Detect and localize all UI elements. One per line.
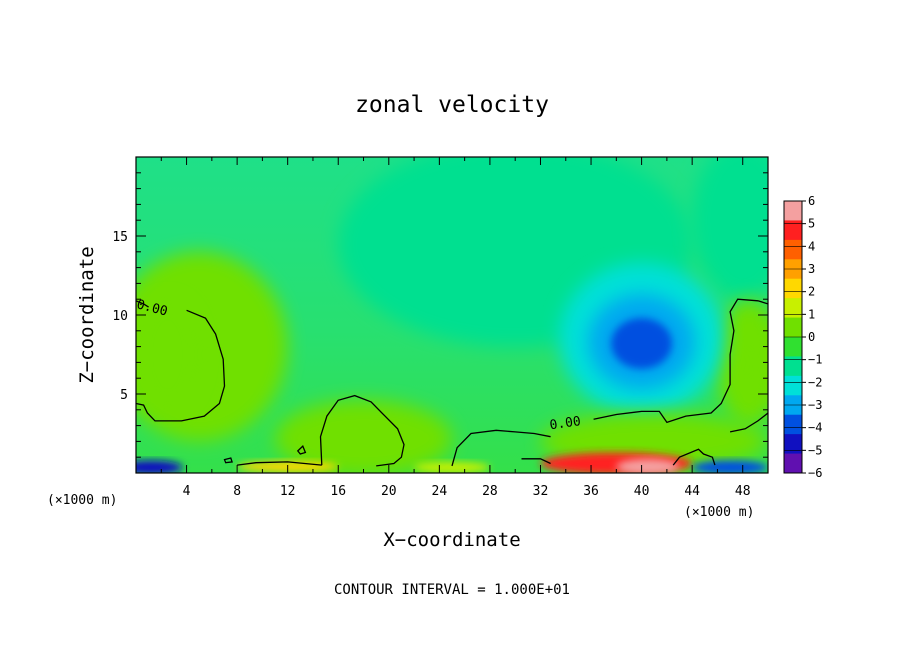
colorbar-swatch (784, 220, 802, 241)
contour-small-loop-b (223, 457, 233, 464)
colorbar-label: −2 (808, 375, 822, 389)
colorbar-swatch (784, 317, 802, 338)
contour-left-upper-tail (136, 300, 149, 308)
x-axis: 4 8 12 16 20 24 28 32 36 40 44 48 (160, 157, 751, 499)
plot-area (136, 157, 768, 473)
x-tick-label: 8 (233, 484, 241, 499)
field-surface-cold-left (136, 460, 183, 473)
colorbar-label: 3 (808, 262, 815, 276)
field-surface-cold-right (692, 460, 768, 473)
x-tick-label: 44 (684, 484, 700, 499)
contour-interval-note: CONTOUR INTERVAL = 1.000E+01 (334, 582, 570, 598)
colorbar-label: 4 (808, 239, 815, 253)
x-tick-label: 12 (280, 484, 296, 499)
contour-right-low-a (451, 429, 551, 467)
colorbar-swatch (784, 201, 802, 221)
y-axis-title: Z−coordinate (76, 246, 98, 383)
y-tick-label: 5 (120, 388, 128, 403)
y-tick-label: 15 (112, 230, 128, 245)
velocity-field (136, 157, 768, 473)
y-axis: 5 10 15 (112, 172, 768, 458)
contour-right-edge (729, 412, 768, 433)
x-axis-title: X−coordinate (383, 529, 520, 551)
colorbar-label: 1 (808, 307, 815, 321)
contour-label: 0.00 (549, 414, 582, 433)
colorbar-label: 2 (808, 285, 815, 299)
x-units-left: (×1000 m) (47, 493, 117, 508)
colorbar-label: −3 (808, 398, 822, 412)
contour-surface-b (521, 458, 551, 465)
colorbar-label: 5 (808, 217, 815, 231)
field-negative-core (611, 318, 672, 369)
contour-small-loop-a (296, 444, 307, 455)
colorbar-swatch (784, 278, 802, 299)
colorbar-label: 0 (808, 330, 815, 344)
contour-mid-hump (319, 394, 405, 467)
contour-left-closed (136, 309, 226, 422)
field-lower-mid-green (275, 400, 452, 473)
colorbar-swatch (784, 375, 802, 396)
colorbar-swatch (784, 453, 802, 474)
field-surface-hot (616, 458, 680, 473)
colorbar-swatch (784, 239, 802, 260)
contour-surface-a (237, 461, 322, 466)
colorbar: 6 5 4 3 2 1 0 −1 −2 −3 −4 −5 −6 (783, 194, 822, 480)
x-tick-label: 24 (432, 484, 448, 499)
colorbar-label: −1 (808, 353, 822, 367)
colorbar-label: −6 (808, 466, 822, 480)
x-tick-label: 36 (583, 484, 599, 499)
colorbar-swatch (784, 434, 802, 455)
x-tick-label: 32 (533, 484, 549, 499)
field-left-core (136, 299, 201, 410)
colorbar-swatch (784, 337, 802, 357)
x-tick-label: 48 (735, 484, 751, 499)
colorbar-swatch (784, 414, 802, 435)
contour-lines: 0.00 0.00 (135, 297, 768, 467)
y-tick-label: 10 (112, 309, 128, 324)
field-right-core (746, 322, 768, 402)
x-tick-label: 16 (330, 484, 346, 499)
colorbar-label: 6 (808, 194, 815, 208)
x-tick-label: 40 (634, 484, 650, 499)
colorbar-label: −4 (808, 421, 822, 435)
contour-right-main (593, 298, 768, 424)
contour-surface-loop (672, 448, 716, 466)
colorbar-label: −5 (808, 443, 822, 457)
svg-text:0.00: 0.00 (135, 297, 169, 319)
field-upper-right-cyan (692, 157, 768, 300)
contour-label: 0.00 (135, 297, 169, 319)
colorbar-swatch (784, 298, 802, 319)
x-units-right: (×1000 m) (684, 505, 754, 520)
x-tick-label: 4 (183, 484, 191, 499)
chart-title: zonal velocity (355, 92, 549, 118)
x-tick-label: 20 (381, 484, 397, 499)
colorbar-swatch (784, 356, 802, 377)
field-surface-lime (414, 461, 490, 473)
svg-text:0.00: 0.00 (549, 414, 582, 433)
x-tick-label: 28 (482, 484, 498, 499)
